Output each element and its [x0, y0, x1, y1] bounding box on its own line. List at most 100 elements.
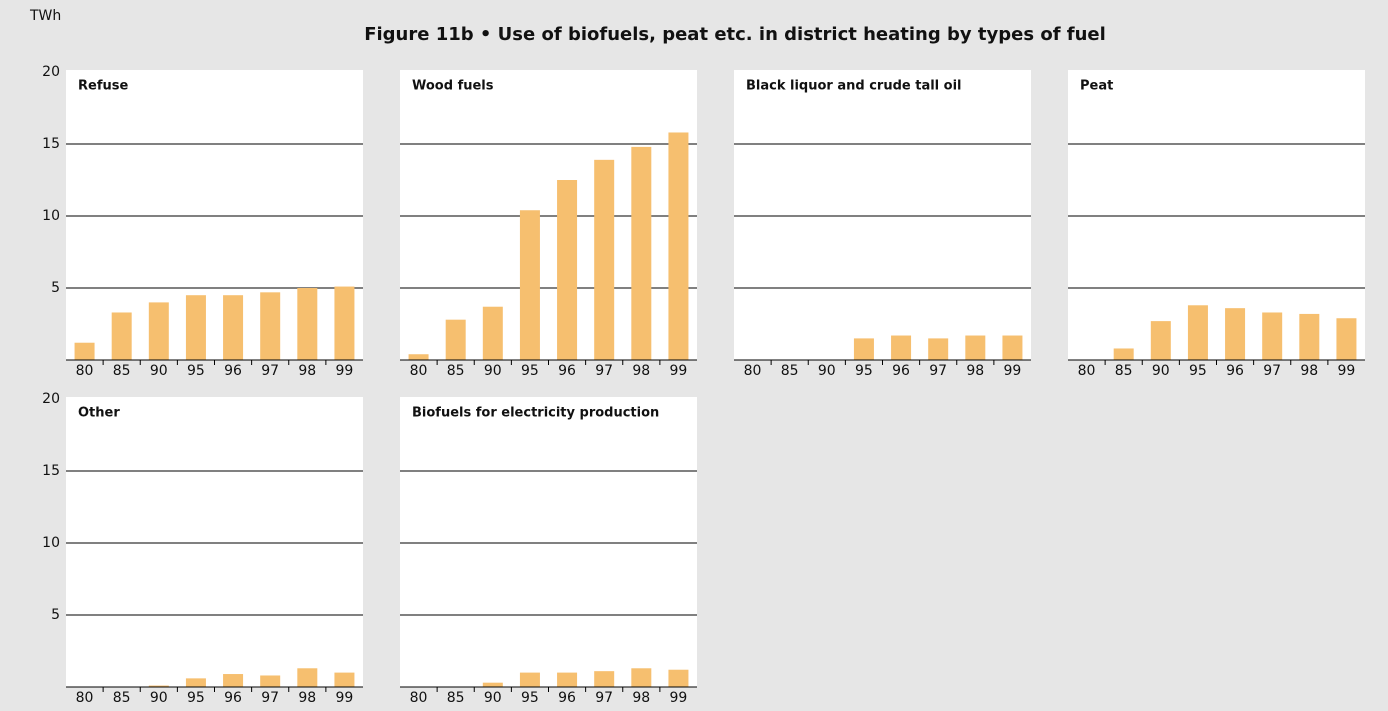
- x-tick-label: 90: [150, 690, 168, 706]
- y-tick-label: 20: [42, 391, 60, 407]
- x-tick-label: 96: [558, 690, 576, 706]
- bar: [334, 672, 355, 687]
- x-tick-label: 99: [670, 363, 688, 379]
- x-tick-label: 99: [336, 363, 354, 379]
- bar: [965, 335, 986, 360]
- bar: [297, 288, 318, 360]
- bar: [519, 672, 540, 687]
- x-tick-label: 98: [966, 363, 984, 379]
- x-tick-label: 85: [447, 690, 465, 706]
- bar: [148, 685, 169, 687]
- x-tick-label: 95: [521, 690, 539, 706]
- x-tick-label: 97: [261, 690, 279, 706]
- bar: [297, 668, 318, 687]
- y-tick-label: 10: [42, 535, 60, 551]
- bar: [260, 292, 281, 360]
- x-tick-label: 96: [892, 363, 910, 379]
- bar: [74, 342, 95, 360]
- y-tick-label: 15: [42, 463, 60, 479]
- bar: [853, 338, 874, 360]
- x-tick-label: 96: [224, 690, 242, 706]
- x-tick-label: 95: [521, 363, 539, 379]
- x-tick-label: 97: [595, 363, 613, 379]
- x-tick-label: 85: [1115, 363, 1133, 379]
- panel-title: Other: [78, 406, 120, 421]
- bar: [482, 306, 503, 360]
- x-tick-label: 85: [113, 363, 131, 379]
- panel-title: Peat: [1080, 79, 1113, 94]
- x-tick-label: 80: [744, 363, 762, 379]
- panel-title: Biofuels for electricity production: [412, 406, 659, 421]
- bar: [482, 682, 503, 687]
- x-tick-label: 96: [1226, 363, 1244, 379]
- x-tick-label: 80: [76, 690, 94, 706]
- bar: [1299, 313, 1320, 360]
- bar: [1225, 308, 1246, 360]
- bar: [1150, 321, 1171, 360]
- x-tick-label: 80: [410, 363, 428, 379]
- bar: [185, 295, 206, 360]
- x-tick-label: 90: [484, 690, 502, 706]
- x-tick-label: 97: [929, 363, 947, 379]
- x-tick-label: 97: [595, 690, 613, 706]
- x-tick-label: 85: [447, 363, 465, 379]
- x-tick-label: 90: [484, 363, 502, 379]
- bar: [519, 210, 540, 360]
- x-tick-label: 99: [1338, 363, 1356, 379]
- bar: [668, 669, 689, 687]
- x-tick-label: 90: [818, 363, 836, 379]
- x-tick-label: 98: [298, 690, 316, 706]
- y-tick-label: 5: [51, 280, 60, 296]
- y-axis-label: TWh: [29, 8, 61, 24]
- x-tick-label: 90: [150, 363, 168, 379]
- bar: [1336, 318, 1357, 360]
- x-tick-label: 80: [1078, 363, 1096, 379]
- x-tick-label: 98: [298, 363, 316, 379]
- bar: [1002, 335, 1023, 360]
- x-tick-label: 99: [1004, 363, 1022, 379]
- panel: [66, 397, 363, 687]
- x-tick-label: 85: [113, 690, 131, 706]
- bar: [631, 668, 652, 687]
- bar: [334, 286, 355, 360]
- bar: [1262, 312, 1283, 360]
- panel: [66, 70, 363, 360]
- x-tick-label: 98: [1300, 363, 1318, 379]
- bar: [1113, 348, 1134, 360]
- bar: [631, 146, 652, 360]
- y-tick-label: 10: [42, 208, 60, 224]
- y-tick-label: 5: [51, 607, 60, 623]
- bar: [594, 159, 615, 360]
- x-tick-label: 85: [781, 363, 799, 379]
- bar: [223, 295, 244, 360]
- chart-title: Figure 11b • Use of biofuels, peat etc. …: [364, 24, 1106, 45]
- x-tick-label: 95: [187, 690, 205, 706]
- bar: [891, 335, 912, 360]
- x-tick-label: 99: [670, 690, 688, 706]
- bar: [668, 132, 689, 360]
- x-tick-label: 80: [410, 690, 428, 706]
- panel: [734, 70, 1031, 360]
- x-tick-label: 95: [187, 363, 205, 379]
- y-tick-label: 20: [42, 64, 60, 80]
- bar: [223, 674, 244, 687]
- bar: [594, 671, 615, 687]
- y-tick-label: 15: [42, 136, 60, 152]
- x-tick-label: 99: [336, 690, 354, 706]
- bar: [928, 338, 949, 360]
- panel-title: Black liquor and crude tall oil: [746, 79, 962, 94]
- bar: [148, 302, 169, 360]
- x-tick-label: 98: [632, 690, 650, 706]
- x-tick-label: 97: [1263, 363, 1281, 379]
- x-tick-label: 95: [855, 363, 873, 379]
- panel: [1068, 70, 1365, 360]
- bar: [185, 678, 206, 687]
- bar: [557, 180, 578, 360]
- panel: [400, 70, 697, 360]
- panel: [400, 397, 697, 687]
- x-tick-label: 96: [224, 363, 242, 379]
- x-tick-label: 80: [76, 363, 94, 379]
- bar: [408, 354, 429, 360]
- bar: [557, 672, 578, 687]
